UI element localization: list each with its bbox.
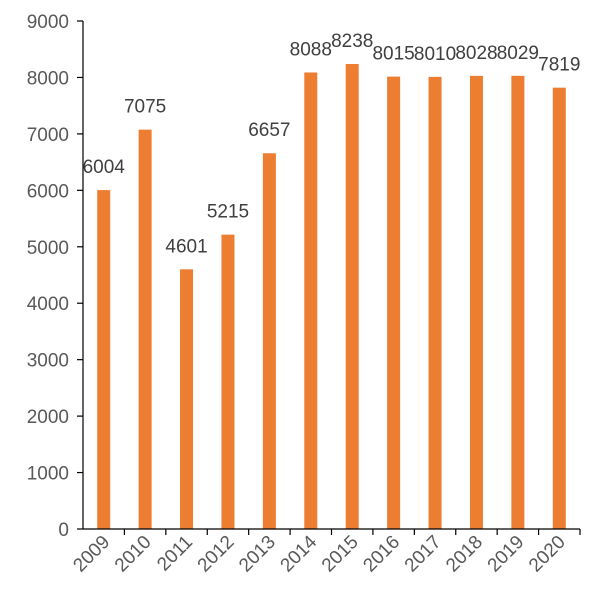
- bars: [97, 64, 566, 530]
- x-tick-label-2010: 2010: [111, 532, 156, 577]
- data-label-2018: 8028: [455, 43, 497, 64]
- y-tick-label: 9000: [27, 12, 69, 33]
- data-label-2010: 7075: [124, 97, 166, 118]
- x-axis-ticks: 2009201020112012201320142015201620172018…: [69, 529, 581, 577]
- y-tick-label: 0: [58, 520, 69, 541]
- y-tick-label: 5000: [27, 238, 69, 259]
- bar-2016: [387, 76, 401, 529]
- data-label-2012: 5215: [207, 202, 249, 223]
- x-tick-label-2020: 2020: [525, 532, 570, 577]
- y-tick-label: 7000: [27, 125, 69, 146]
- data-label-2016: 8015: [372, 44, 414, 65]
- bar-2014: [304, 72, 318, 530]
- data-label-2015: 8238: [331, 31, 373, 52]
- data-label-2019: 8029: [497, 43, 539, 64]
- data-label-2017: 8010: [414, 44, 456, 65]
- x-tick-label-2016: 2016: [359, 532, 404, 577]
- y-tick-label: 3000: [27, 351, 69, 372]
- x-tick-label-2019: 2019: [484, 532, 529, 577]
- bar-2017: [428, 76, 442, 529]
- y-tick-label: 1000: [27, 464, 69, 485]
- data-label-2011: 4601: [165, 236, 207, 257]
- y-tick-label: 8000: [27, 68, 69, 89]
- bar-2012: [221, 234, 235, 530]
- x-tick-label-2011: 2011: [153, 532, 197, 576]
- bar-2020: [552, 87, 566, 529]
- data-label-2020: 7819: [538, 55, 580, 76]
- y-tick-label: 2000: [27, 407, 69, 428]
- bar-2018: [469, 75, 483, 529]
- x-tick-label-2014: 2014: [277, 531, 322, 576]
- x-tick-label-2015: 2015: [318, 532, 363, 577]
- data-label-2014: 8088: [290, 39, 332, 60]
- x-tick-label-2012: 2012: [194, 532, 239, 577]
- bar-2015: [345, 64, 359, 529]
- y-tick-label: 4000: [27, 294, 69, 315]
- bar-2010: [138, 129, 152, 529]
- y-axis-ticks: 0 1000 2000 3000 4000 5000 6000 7000 8000 9000: [27, 12, 83, 541]
- x-tick-label-2018: 2018: [442, 532, 487, 577]
- data-label-2009: 6004: [83, 157, 126, 178]
- bar-2019: [511, 75, 525, 529]
- data-label-2013: 6657: [248, 120, 290, 141]
- x-tick-label-2009: 2009: [69, 532, 114, 577]
- y-tick-label: 6000: [27, 181, 69, 202]
- bar-2013: [262, 153, 276, 529]
- x-tick-label-2017: 2017: [401, 532, 446, 577]
- x-tick-label-2013: 2013: [235, 532, 280, 577]
- bar-2009: [97, 190, 111, 530]
- bar-2011: [180, 269, 194, 529]
